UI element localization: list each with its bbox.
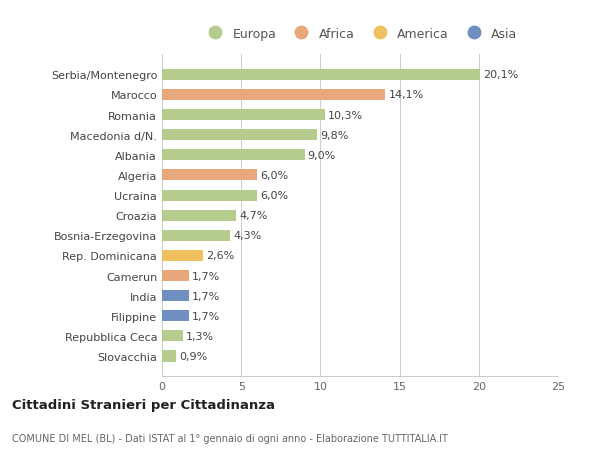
Bar — [162, 351, 176, 362]
Bar — [162, 270, 189, 281]
Bar — [162, 230, 230, 241]
Text: 9,0%: 9,0% — [308, 151, 336, 161]
Legend: Europa, Africa, America, Asia: Europa, Africa, America, Asia — [197, 23, 523, 46]
Text: 1,3%: 1,3% — [186, 331, 214, 341]
Bar — [162, 110, 325, 121]
Bar — [162, 90, 385, 101]
Text: 9,8%: 9,8% — [320, 130, 349, 140]
Text: 4,7%: 4,7% — [239, 211, 268, 221]
Bar — [162, 130, 317, 141]
Bar — [162, 250, 203, 262]
Text: 4,3%: 4,3% — [233, 231, 262, 241]
Text: 0,9%: 0,9% — [179, 351, 208, 361]
Text: 6,0%: 6,0% — [260, 190, 289, 201]
Text: 1,7%: 1,7% — [192, 271, 220, 281]
Text: 20,1%: 20,1% — [484, 70, 519, 80]
Text: 1,7%: 1,7% — [192, 291, 220, 301]
Bar — [162, 190, 257, 201]
Text: COMUNE DI MEL (BL) - Dati ISTAT al 1° gennaio di ogni anno - Elaborazione TUTTIT: COMUNE DI MEL (BL) - Dati ISTAT al 1° ge… — [12, 433, 448, 442]
Bar — [162, 330, 182, 341]
Bar — [162, 70, 481, 81]
Text: Cittadini Stranieri per Cittadinanza: Cittadini Stranieri per Cittadinanza — [12, 398, 275, 412]
Bar — [162, 210, 236, 221]
Text: 1,7%: 1,7% — [192, 311, 220, 321]
Bar — [162, 311, 189, 322]
Bar — [162, 291, 189, 302]
Text: 10,3%: 10,3% — [328, 110, 364, 120]
Text: 14,1%: 14,1% — [389, 90, 424, 100]
Bar — [162, 170, 257, 181]
Text: 2,6%: 2,6% — [206, 251, 235, 261]
Text: 6,0%: 6,0% — [260, 171, 289, 180]
Bar — [162, 150, 305, 161]
